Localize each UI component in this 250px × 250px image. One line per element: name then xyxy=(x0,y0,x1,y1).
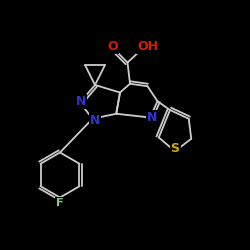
Text: N: N xyxy=(76,95,86,108)
Text: O: O xyxy=(107,40,118,53)
Text: OH: OH xyxy=(137,40,158,53)
Text: N: N xyxy=(90,114,100,126)
Text: S: S xyxy=(170,142,179,155)
Text: F: F xyxy=(56,198,64,207)
Text: N: N xyxy=(147,111,158,124)
